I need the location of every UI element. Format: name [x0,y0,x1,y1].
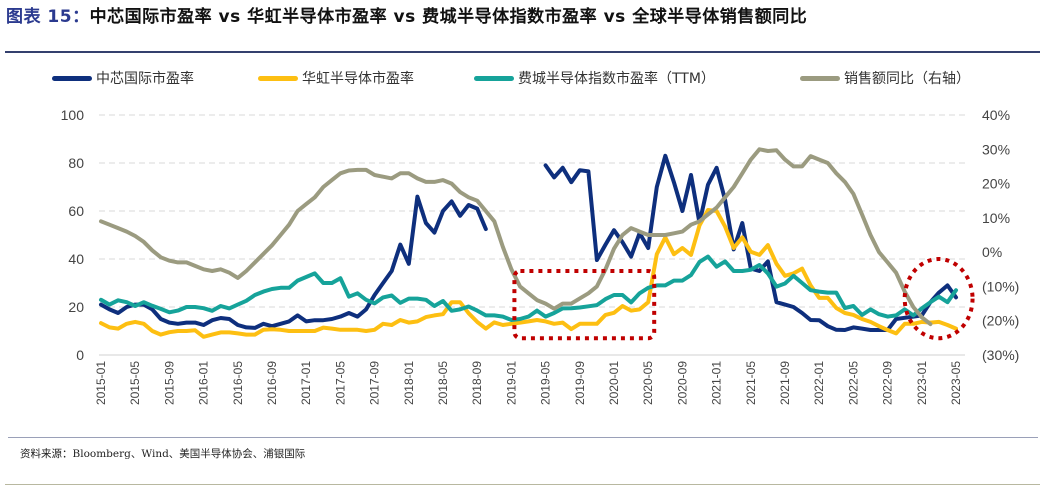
x-tick-label: 2015-01 [94,361,108,405]
line-chart: 0 20 40 60 80 100 (30%) (20%) (10%) 0% 10% 20% 30% 40… [61,107,1020,405]
x-tick-label: 2022-09 [881,361,895,405]
x-tick-label: 2017-05 [333,361,347,405]
y-left-tick-label: 60 [68,203,84,219]
x-tick-label: 2023-01 [915,361,929,405]
source-note: 资料来源：Bloomberg、Wind、美国半导体协会、浦银国际 [20,448,306,460]
y-right-tick-label: 30% [982,141,1010,157]
highlight-rectangle [512,269,657,341]
x-tick-label: 2019-09 [573,361,587,405]
y-right-tick-label: (10%) [982,278,1019,294]
chart-title: 图表 15：中芯国际市盈率 vs 华虹半导体市盈率 vs 费城半导体指数市盈率 … [6,2,807,27]
x-tick-label: 2018-09 [470,361,484,405]
x-tick-label: 2019-01 [504,361,518,405]
y-left-tick-label: 100 [61,107,85,123]
legend-swatch [258,75,298,81]
y-right-tick-label: 20% [982,176,1010,192]
legend-label: 费城半导体指数市盈率（TTM） [518,71,715,87]
y-left-tick-label: 80 [68,155,84,171]
legend-label: 中芯国际市盈率 [96,71,194,87]
x-tick-label: 2016-05 [231,361,245,405]
bottom-divider [5,484,1040,485]
y-right-tick-label: (20%) [982,313,1019,329]
series-line-3 [99,147,933,327]
y-left-tick-label: 20 [68,299,84,315]
y-left-tick-label: 40 [68,251,84,267]
x-tick-label: 2017-09 [368,361,382,405]
legend-swatch [800,75,840,81]
y-right-tick-label: 0% [982,244,1002,260]
x-tick-label: 2022-05 [846,361,860,405]
x-tick-label: 2020-09 [675,361,689,405]
series-line-2 [99,254,958,322]
x-tick-label: 2021-09 [778,361,792,405]
title-divider [5,51,1040,53]
x-tick-label: 2022-01 [812,361,826,405]
highlight-ellipse [902,257,975,341]
y-left-tick-label: 0 [76,347,84,363]
title-text: 中芯国际市盈率 vs 华虹半导体市盈率 vs 费城半导体指数市盈率 vs 全球半… [89,7,808,27]
x-tick-label: 2017-01 [299,361,313,405]
y-right-tick-label: 10% [982,210,1010,226]
legend-item-sales-yoy: 销售额同比（右轴） [800,68,970,88]
legend-swatch [474,75,514,81]
x-tick-label: 2015-09 [162,361,176,405]
x-tick-label: 2019-05 [539,361,553,405]
figure-label: 图表 15： [6,7,90,27]
y-right-tick-label: 40% [982,107,1010,123]
x-tick-label: 2015-05 [128,361,142,405]
legend: 中芯国际市盈率 华虹半导体市盈率 费城半导体指数市盈率（TTM） 销售额同比（右… [0,68,1045,88]
legend-item-smic: 中芯国际市盈率 [52,68,194,88]
legend-swatch [52,75,92,81]
legend-item-huahong: 华虹半导体市盈率 [258,68,414,88]
series-line-0 [99,153,958,332]
legend-label: 华虹半导体市盈率 [302,71,414,87]
x-tick-label: 2023-05 [949,361,963,405]
legend-item-sox: 费城半导体指数市盈率（TTM） [474,68,715,88]
x-tick-label: 2018-05 [436,361,450,405]
x-tick-label: 2016-01 [197,361,211,405]
legend-label: 销售额同比（右轴） [844,71,970,87]
x-tick-label: 2020-01 [607,361,621,405]
x-tick-label: 2021-01 [710,361,724,405]
y-right-tick-label: (30%) [982,347,1019,363]
source-divider [8,437,1038,438]
x-tick-label: 2018-01 [402,361,416,405]
x-tick-label: 2020-05 [641,361,655,405]
x-tick-label: 2016-09 [265,361,279,405]
x-tick-label: 2021-05 [744,361,758,405]
